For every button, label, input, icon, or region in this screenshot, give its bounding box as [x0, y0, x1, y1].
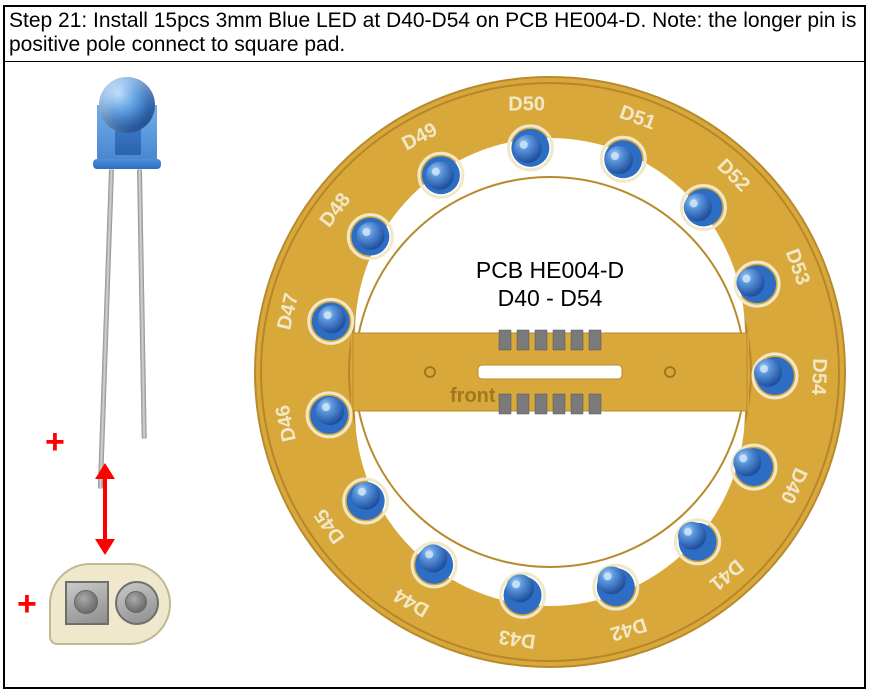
- pcb-range-text: D40 - D54: [498, 285, 603, 311]
- pad-polarity-detail: [49, 553, 169, 653]
- pcb-ring-board: frontD50D51D52D53D54D40D41D42D43D44D45D4…: [245, 67, 855, 677]
- round-pad-hole: [125, 591, 147, 613]
- square-pad-hole: [74, 590, 98, 614]
- pcb-svg: frontD50D51D52D53D54D40D41D42D43D44D45D4…: [245, 67, 855, 677]
- led-flange: [93, 159, 161, 169]
- led-designator-d50: D50: [508, 93, 545, 115]
- led-dome: [99, 77, 155, 133]
- pcb-center-label: PCB HE004-D D40 - D54: [245, 257, 855, 312]
- polarity-arrow: [98, 465, 112, 553]
- arrow-line: [103, 475, 107, 543]
- pcb-name-text: PCB HE004-D: [476, 257, 624, 283]
- instruction-text: Step 21: Install 15pcs 3mm Blue LED at D…: [5, 7, 864, 62]
- polarity-plus-lead: +: [45, 425, 65, 459]
- led-component-illustration: [75, 77, 175, 457]
- led-lead-negative: [137, 169, 147, 439]
- instruction-step-panel: Step 21: Install 15pcs 3mm Blue LED at D…: [3, 5, 866, 689]
- led-designator-d54: D54: [807, 358, 830, 396]
- led-lead-positive: [98, 169, 114, 489]
- pcb-front-label: front: [450, 385, 496, 407]
- polarity-plus-pad: +: [17, 587, 37, 621]
